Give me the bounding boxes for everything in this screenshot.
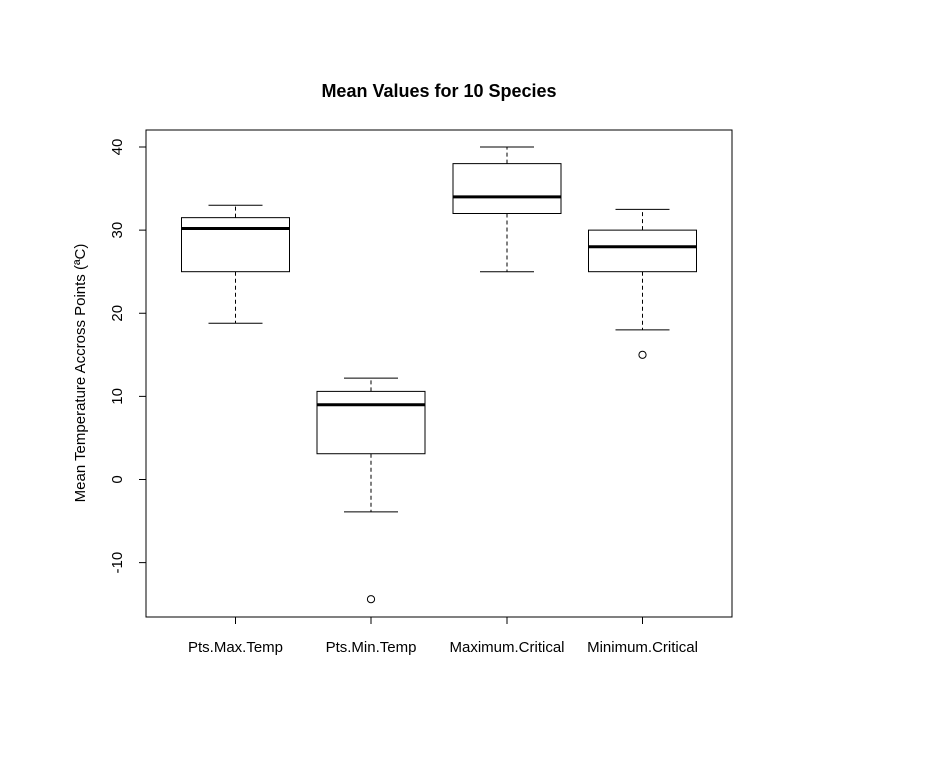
y-tick-label: 40 — [109, 139, 126, 156]
box-2 — [316, 377, 426, 604]
x-tick-label: Maximum.Critical — [449, 639, 564, 656]
x-tick-label: Pts.Max.Temp — [188, 639, 283, 656]
chart-title: Mean Values for 10 Species — [321, 81, 556, 101]
x-axis: Pts.Max.Temp Pts.Min.Temp Maximum.Critical… — [188, 617, 698, 656]
box-iqr — [588, 229, 697, 273]
y-tick-label: 0 — [109, 475, 126, 483]
y-axis-label: Mean Temperature Accross Points (ªC) — [72, 244, 89, 503]
y-tick-label: -10 — [109, 552, 126, 574]
plot-frame — [145, 129, 733, 618]
box-1 — [181, 204, 290, 324]
outlier-point — [638, 350, 647, 359]
box-iqr — [181, 217, 290, 273]
box-group — [181, 146, 697, 604]
y-tick-label: 20 — [109, 305, 126, 322]
box-4 — [588, 208, 697, 359]
y-axis: -10 0 10 20 30 40 — [109, 139, 147, 574]
box-iqr — [316, 390, 426, 455]
y-tick-label: 10 — [109, 388, 126, 405]
box-iqr — [452, 163, 562, 214]
outlier-point — [366, 595, 376, 604]
x-tick-label: Pts.Min.Temp — [326, 639, 417, 656]
box-3 — [452, 146, 562, 273]
y-tick-label: 30 — [109, 222, 126, 239]
x-tick-label: Minimum.Critical — [587, 639, 698, 656]
